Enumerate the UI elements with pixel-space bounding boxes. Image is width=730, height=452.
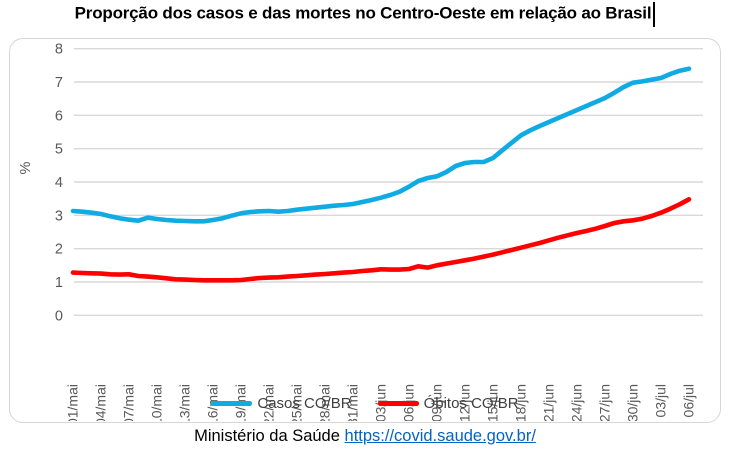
svg-text:6: 6 [55,108,63,124]
svg-text:28/mai: 28/mai [317,384,333,421]
svg-text:24/jun: 24/jun [569,384,585,421]
source-text: Ministério da Saúde [194,427,340,445]
svg-text:10/mai: 10/mai [149,384,165,421]
svg-text:2: 2 [55,242,63,258]
legend-label-obitos: Óbitos CO/BR [423,395,519,412]
legend-item-casos[interactable]: Casos CO/BR [211,395,352,412]
svg-text:5: 5 [55,142,63,158]
svg-text:31/mai: 31/mai [345,384,361,421]
svg-text:25/mai: 25/mai [289,384,305,421]
chart-frame: 0 1 2 3 4 5 6 7 8% 01/mai 04/mai 07/mai 10/mai 13/mai… [9,38,721,423]
svg-text:0: 0 [55,308,63,324]
svg-text:01/mai: 01/mai [65,384,81,421]
svg-text:8: 8 [55,42,63,58]
legend-swatch-casos [211,401,253,406]
text-cursor [653,2,656,27]
chart-title: Proporção dos casos e das mortes no Cent… [74,3,652,23]
legend-swatch-obitos [377,401,419,406]
chart-legend: Casos CO/BR Óbitos CO/BR [10,395,720,412]
svg-text:4: 4 [55,175,63,191]
svg-text:7: 7 [55,75,63,91]
svg-text:21/jun: 21/jun [541,384,557,421]
svg-text:1: 1 [55,275,63,291]
svg-text:18/jun: 18/jun [513,384,529,421]
svg-text:03/jul: 03/jul [653,384,669,417]
svg-text:30/jun: 30/jun [625,384,641,421]
svg-text:09/jun: 09/jun [429,384,445,421]
svg-text:06/jul: 06/jul [681,384,697,417]
chart-title-row: Proporção dos casos e das mortes no Cent… [0,2,730,27]
svg-text:07/mai: 07/mai [121,384,137,421]
svg-text:3: 3 [55,208,63,224]
svg-text:27/jun: 27/jun [597,384,613,421]
svg-text:12/jun: 12/jun [457,384,473,421]
footer: Ministério da Saúde https://covid.saude.… [0,427,730,446]
svg-text:04/mai: 04/mai [93,384,109,421]
plot-area: 0 1 2 3 4 5 6 7 8% 01/mai 04/mai 07/mai 10/mai 13/mai… [18,42,703,421]
svg-text:15/jun: 15/jun [485,384,501,421]
svg-text:%: % [18,161,34,174]
svg-text:13/mai: 13/mai [177,384,193,421]
legend-item-obitos[interactable]: Óbitos CO/BR [377,395,519,412]
svg-text:22/mai: 22/mai [261,384,277,421]
legend-label-casos: Casos CO/BR [257,395,352,412]
source-link[interactable]: https://covid.saude.gov.br/ [344,427,536,445]
